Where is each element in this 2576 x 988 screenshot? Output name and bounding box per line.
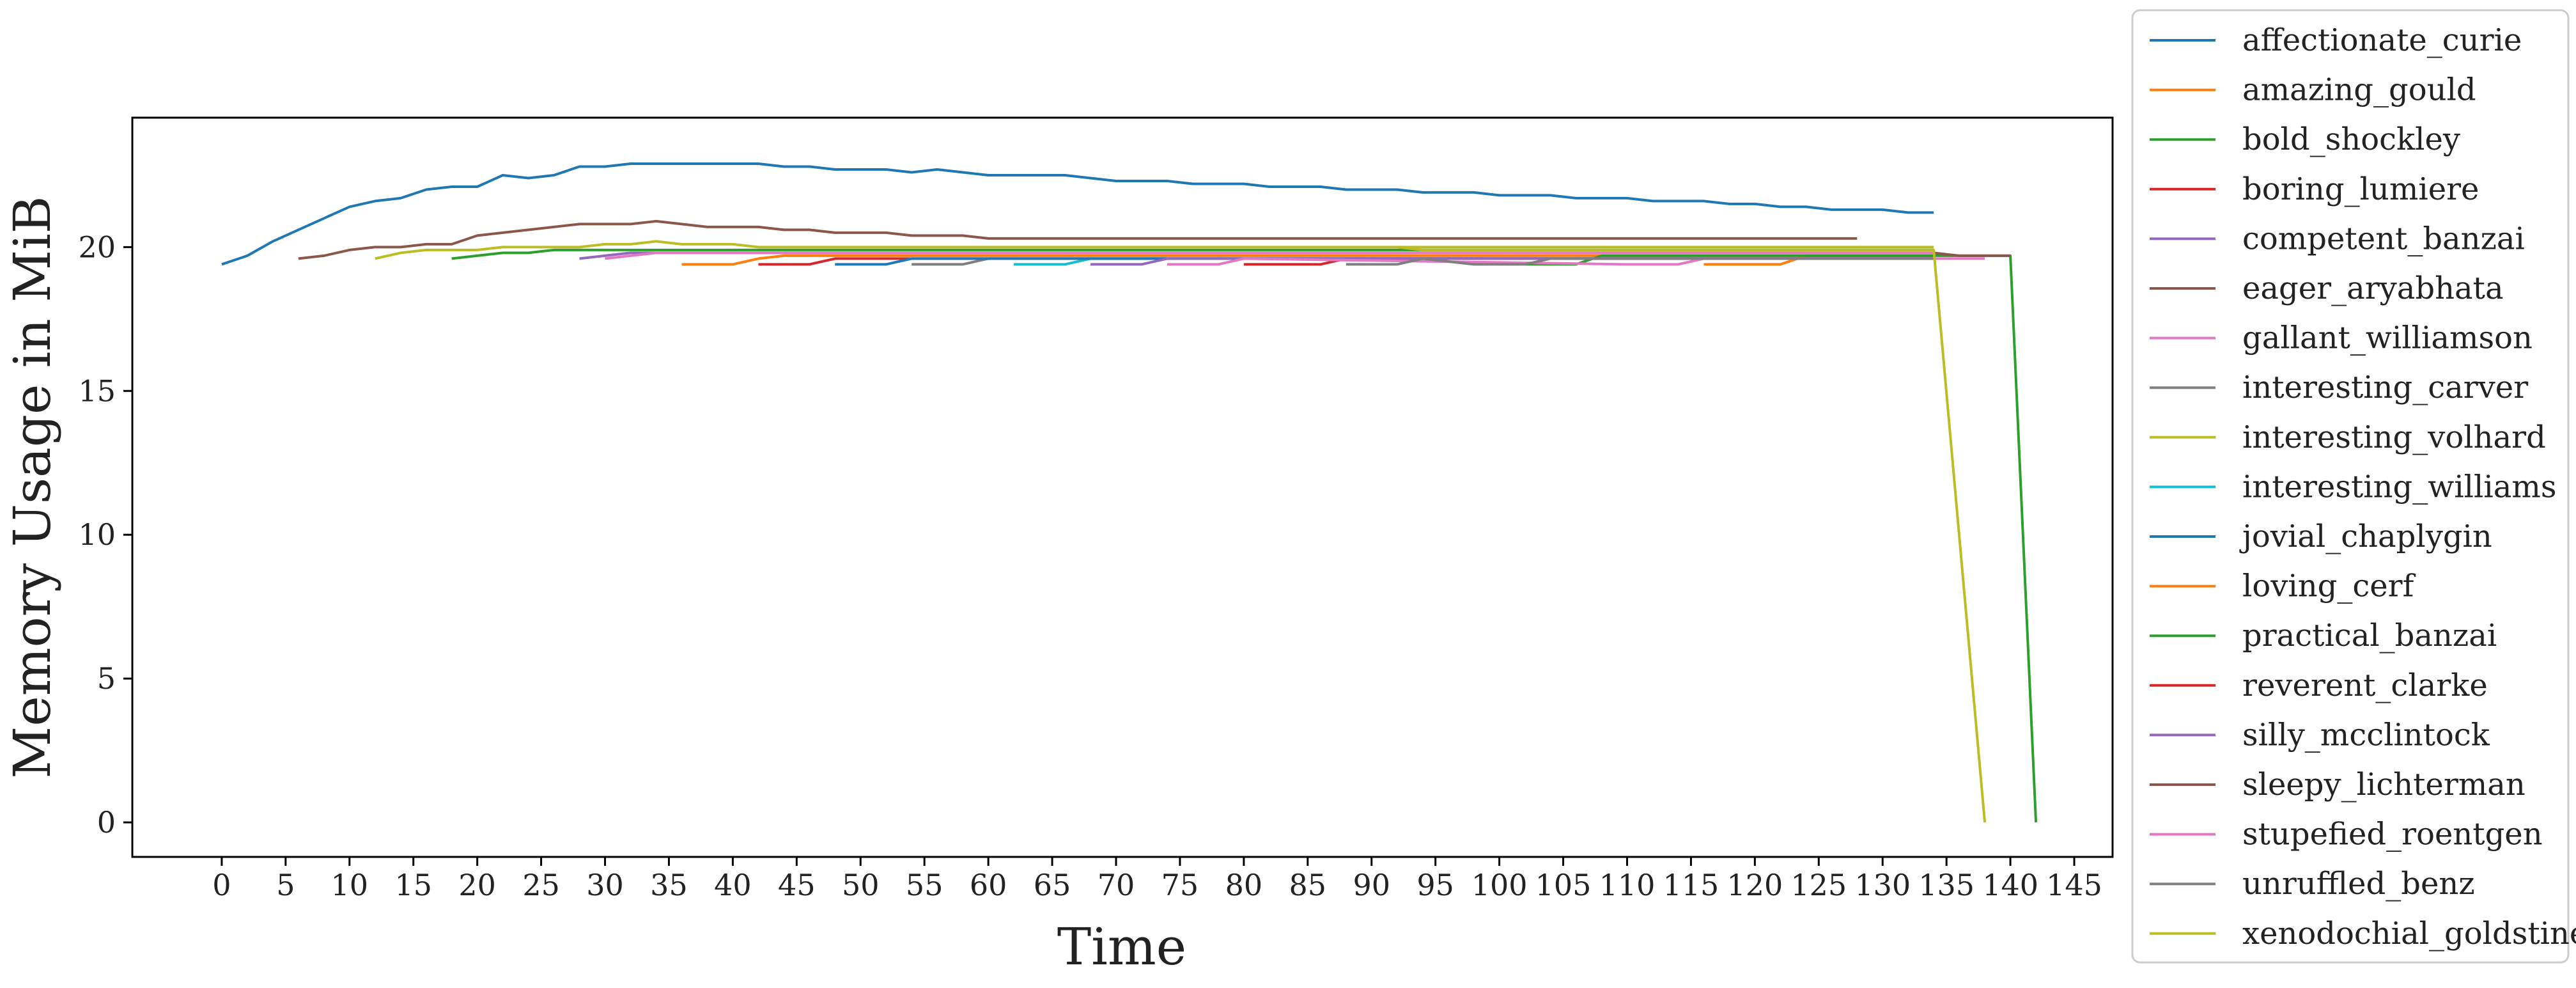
x-tick-label: 45 xyxy=(778,868,816,902)
x-tick-label: 110 xyxy=(1599,868,1656,902)
x-tick-label: 5 xyxy=(276,868,295,902)
legend-label: amazing_gould xyxy=(2242,72,2476,108)
legend-label: competent_banzai xyxy=(2242,221,2525,256)
x-tick-label: 105 xyxy=(1535,868,1592,902)
x-tick-label: 35 xyxy=(650,868,688,902)
x-tick-label: 25 xyxy=(522,868,560,902)
legend-label: sleepy_lichterman xyxy=(2242,767,2526,803)
series-line-gallant-williamson xyxy=(605,251,1934,260)
x-tick-label: 10 xyxy=(331,868,369,902)
x-tick-label: 30 xyxy=(586,868,624,902)
legend-label: jovial_chaplygin xyxy=(2239,519,2492,554)
x-tick-label: 15 xyxy=(394,868,432,902)
x-tick-label: 120 xyxy=(1726,868,1783,902)
legend-label: reverent_clarke xyxy=(2242,668,2488,703)
x-tick-label: 85 xyxy=(1289,868,1327,902)
legend-label: interesting_volhard xyxy=(2242,420,2546,455)
series-line-interesting-volhard xyxy=(375,240,1934,260)
legend-label: affectionate_curie xyxy=(2242,22,2522,58)
x-tick-label: 20 xyxy=(458,868,496,902)
x-tick-label: 55 xyxy=(906,868,943,902)
y-tick-label: 20 xyxy=(78,230,116,264)
x-axis-title: Time xyxy=(1057,917,1186,976)
legend-label: xenodochial_goldstine xyxy=(2242,916,2576,952)
legend-label: loving_cerf xyxy=(2242,568,2416,604)
y-tick-label: 0 xyxy=(97,805,116,840)
y-tick-label: 10 xyxy=(78,517,116,552)
series-line-bold-shockley xyxy=(451,248,1934,260)
legend-label: boring_lumiere xyxy=(2242,171,2479,207)
x-tick-label: 135 xyxy=(1918,868,1975,902)
x-tick-label: 125 xyxy=(1790,868,1847,902)
x-axis-ticks: 0 5 10 15 20 25 30 35 40 45 50 55 60 65 70 75 80 85 90 95 10… xyxy=(212,857,2102,902)
legend-label: stupefied_roentgen xyxy=(2242,817,2543,852)
legend-label: gallant_williamson xyxy=(2242,320,2533,356)
x-tick-label: 50 xyxy=(842,868,880,902)
series-line-affectionate-curie xyxy=(221,162,1934,266)
legend-label: eager_aryabhata xyxy=(2242,271,2504,306)
legend-label: interesting_carver xyxy=(2242,370,2528,405)
x-tick-label: 0 xyxy=(212,868,231,902)
x-tick-label: 65 xyxy=(1034,868,1071,902)
legend-label: interesting_williams xyxy=(2242,469,2556,505)
series-line-amazing-gould xyxy=(681,254,1934,266)
y-tick-label: 5 xyxy=(97,661,116,696)
legend-label: bold_shockley xyxy=(2242,122,2460,157)
legend-label: silly_mcclintock xyxy=(2242,717,2490,753)
legend-label: practical_banzai xyxy=(2242,618,2497,654)
legend-label: unruffled_benz xyxy=(2242,866,2475,902)
y-tick-label: 15 xyxy=(78,373,116,408)
x-tick-label: 80 xyxy=(1225,868,1263,902)
x-tick-label: 40 xyxy=(714,868,752,902)
series-line-unruffled-benz xyxy=(1346,257,1934,266)
legend-frame xyxy=(2131,9,2570,964)
series-line-sleepy-lichterman xyxy=(1933,251,2011,257)
x-tick-label: 115 xyxy=(1663,868,1719,902)
x-tick-label: 130 xyxy=(1854,868,1911,902)
x-tick-label: 75 xyxy=(1161,868,1199,902)
x-tick-label: 145 xyxy=(2046,868,2102,902)
x-tick-label: 140 xyxy=(1982,868,2038,902)
x-tick-label: 90 xyxy=(1353,868,1390,902)
plot-area xyxy=(131,116,2114,858)
series-layer xyxy=(221,162,2038,823)
x-tick-label: 70 xyxy=(1098,868,1135,902)
y-axis-ticks: 0 5 10 15 20 xyxy=(78,230,132,840)
x-tick-label: 95 xyxy=(1416,868,1454,902)
series-line-eager-aryabhata xyxy=(298,219,1858,260)
series-line-xenodochial-goldstine xyxy=(1397,246,1987,823)
legend: affectionate_curie amazing_gould bold_shoc… xyxy=(2131,9,2576,964)
x-tick-label: 100 xyxy=(1471,868,1528,902)
y-axis-title: Memory Usage in MiB xyxy=(3,196,62,778)
x-tick-label: 60 xyxy=(970,868,1007,902)
